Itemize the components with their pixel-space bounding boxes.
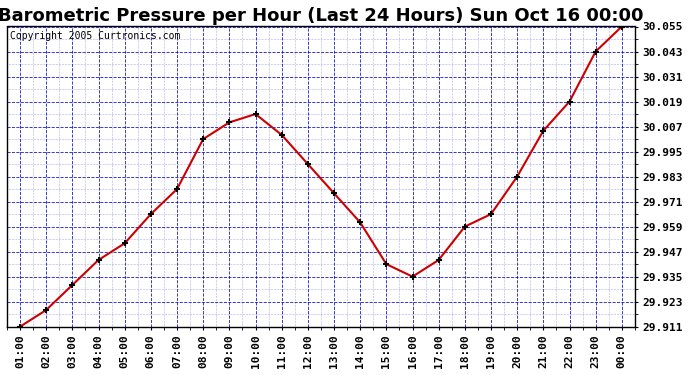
Text: Copyright 2005 Curtronics.com: Copyright 2005 Curtronics.com (10, 31, 181, 41)
Title: Barometric Pressure per Hour (Last 24 Hours) Sun Oct 16 00:00: Barometric Pressure per Hour (Last 24 Ho… (0, 7, 644, 25)
